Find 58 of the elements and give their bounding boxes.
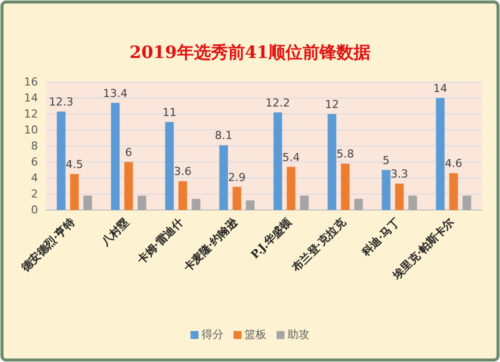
bar: [354, 198, 363, 210]
bar: [83, 196, 92, 210]
bar: [382, 170, 390, 210]
data-label: 13.4: [103, 86, 128, 100]
bar: [436, 98, 445, 210]
data-label: 3.6: [174, 165, 192, 178]
bar: [462, 196, 472, 210]
data-label: 4.6: [444, 157, 462, 170]
bar: [340, 164, 350, 210]
data-label: 14: [433, 82, 448, 95]
y-tick-label: 2: [31, 188, 38, 201]
x-tick-label: 八村塁: [98, 216, 132, 250]
data-label: 6: [125, 146, 132, 159]
bar: [110, 102, 120, 210]
x-tick-label: 德安德烈·亨特: [18, 216, 78, 276]
bar: [246, 200, 255, 210]
bar: [408, 196, 418, 210]
x-tick-label: P.J.华盛顿: [248, 215, 295, 262]
bar: [165, 122, 174, 210]
bar: [300, 196, 309, 210]
y-tick-label: 16: [24, 76, 38, 89]
bar: [395, 184, 404, 210]
data-label: 5.4: [282, 150, 300, 164]
bar: [56, 112, 66, 210]
legend-label: 助攻: [288, 328, 310, 341]
data-label: 8.1: [214, 129, 232, 142]
y-tick-label: 0: [31, 204, 38, 217]
bar: [124, 162, 133, 210]
y-tick-label: 12: [24, 108, 38, 121]
bar: [286, 166, 296, 210]
y-tick-label: 14: [24, 92, 38, 105]
bar: [178, 181, 188, 210]
y-tick-label: 6: [31, 156, 38, 169]
bar: [273, 112, 282, 210]
y-tick-label: 4: [31, 172, 38, 185]
data-label: 5: [382, 154, 390, 167]
data-label: 2.9: [228, 170, 246, 184]
data-label: 4.5: [66, 158, 84, 171]
y-tick-label: 8: [31, 140, 38, 153]
bar: [328, 114, 336, 210]
data-label: 12.3: [48, 96, 74, 109]
legend-label: 篮板: [244, 328, 266, 341]
chart-title: 2019年选秀前41顺位前锋数据: [130, 43, 370, 63]
bar: [232, 186, 242, 210]
data-label: 12: [324, 98, 339, 111]
bar: [138, 196, 146, 210]
bar: [449, 173, 458, 210]
data-label: 3.3: [390, 168, 408, 181]
bar: [192, 198, 200, 210]
x-tick-label: 科迪·马丁: [358, 216, 402, 260]
y-tick-label: 10: [24, 124, 38, 137]
data-label: 5.8: [336, 148, 354, 161]
bar: [219, 145, 228, 210]
x-tick-label: 卡姆·雷迪什: [134, 216, 186, 268]
bar: [70, 174, 79, 210]
data-label: 11: [162, 106, 176, 119]
data-label: 12.2: [266, 96, 290, 110]
legend-label: 得分: [202, 328, 224, 341]
